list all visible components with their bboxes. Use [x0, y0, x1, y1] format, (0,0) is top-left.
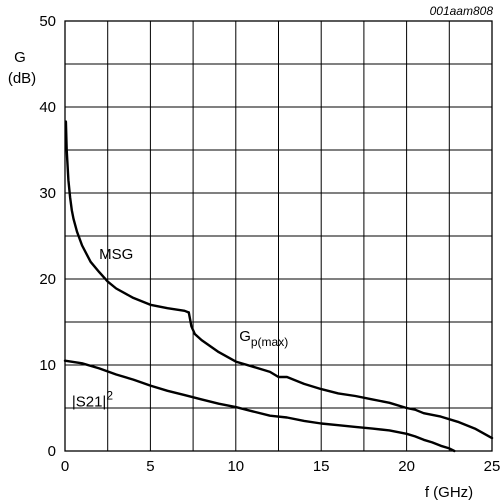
y-axis-title-line2: (dB) [8, 70, 36, 87]
y-tick-label: 20 [39, 271, 56, 288]
series-layer [63, 120, 494, 453]
x-tick-label: 5 [146, 458, 154, 475]
y-tick-label: 40 [39, 99, 56, 116]
y-tick-label: 50 [39, 13, 56, 30]
series-line-s21-2 [63, 359, 456, 453]
y-tick-label: 0 [48, 443, 56, 460]
x-tick-label: 20 [398, 458, 415, 475]
y-axis-title-line1: G [14, 49, 26, 66]
y-tick-label: 30 [39, 185, 56, 202]
series-annotation: MSG [99, 246, 133, 263]
x-tick-label: 25 [484, 458, 501, 475]
x-axis-title: f (GHz) [425, 484, 473, 501]
series-annotation: |S21|2 [72, 388, 113, 410]
plot-frame [64, 20, 493, 452]
grid [65, 21, 492, 451]
figure-id: 001aam808 [430, 4, 494, 18]
series-line-msg [64, 120, 191, 314]
y-tick-label: 10 [39, 357, 56, 374]
x-tick-label: 0 [61, 458, 69, 475]
x-tick-label: 10 [227, 458, 244, 475]
series-annotation: Gp(max) [239, 328, 288, 349]
series-line-gp-max [187, 311, 494, 440]
tick-labels: 0 5 10 15 20 25 0 10 20 30 40 50 [39, 13, 500, 475]
series-annotations: MSG Gp(max) |S21|2 [72, 246, 288, 410]
x-tick-label: 15 [313, 458, 330, 475]
